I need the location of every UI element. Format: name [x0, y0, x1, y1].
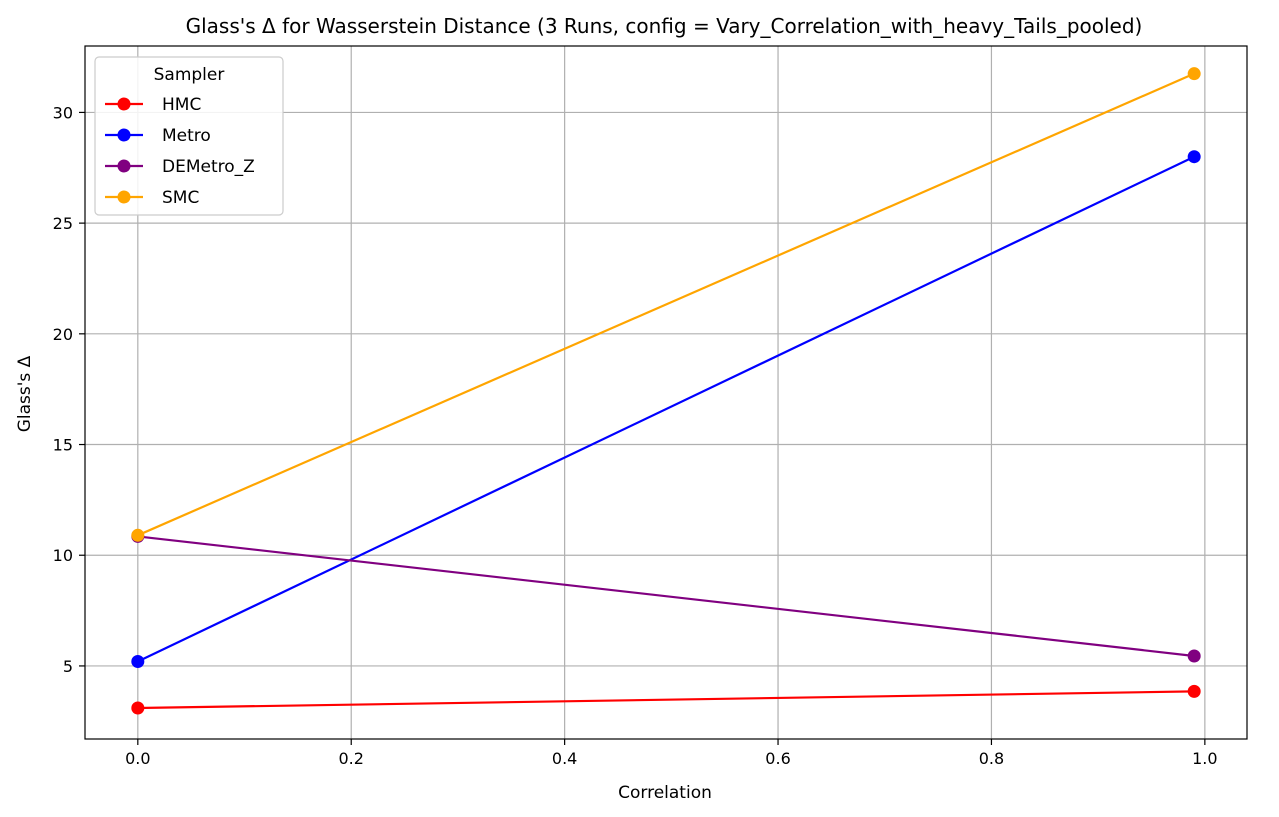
legend-box [94, 56, 284, 216]
series-line-metro [137, 155, 1195, 663]
x-tick-label: 0.2 [338, 749, 363, 768]
legend: Sampler HMC Metro DEMetro_Z SMC [94, 56, 284, 216]
series-line-hmc [137, 690, 1195, 710]
legend-swatch-marker [117, 159, 131, 173]
y-tick-label: 20 [53, 325, 73, 344]
legend-item-smc: SMC [105, 188, 199, 208]
y-tick-label: 30 [53, 103, 73, 122]
plot-frame [84, 45, 1248, 740]
x-tick-label: 0.0 [125, 749, 150, 768]
y-tick-label: 15 [53, 436, 73, 455]
legend-label: HMC [162, 95, 201, 115]
series-layer [131, 67, 1201, 715]
series-smc [131, 67, 1201, 542]
y-axis-label: Glass's Δ [15, 355, 35, 432]
legend-item-metro: Metro [105, 126, 211, 146]
data-point-smc [131, 528, 145, 542]
y-axis: 5 10 15 20 25 30 [53, 103, 85, 676]
y-tick-label: 5 [63, 657, 73, 676]
x-tick-label: 0.4 [552, 749, 577, 768]
data-point-hmc [131, 701, 145, 715]
data-point-smc [1187, 67, 1201, 81]
legend-label: DEMetro_Z [162, 157, 255, 177]
chart-title: Glass's Δ for Wasserstein Distance (3 Ru… [186, 14, 1143, 38]
x-axis: 0.0 0.2 0.4 0.6 0.8 1.0 [125, 739, 1218, 768]
x-tick-label: 1.0 [1192, 749, 1217, 768]
legend-item-demetro-z: DEMetro_Z [105, 157, 255, 177]
series-line-demetro-z [137, 535, 1195, 658]
series-hmc [131, 684, 1201, 715]
y-tick-label: 25 [53, 214, 73, 233]
data-point-metro [131, 655, 145, 669]
legend-swatch-marker [117, 128, 131, 142]
legend-swatch-marker [117, 97, 131, 111]
y-tick-label: 10 [53, 546, 73, 565]
series-demetro-z [131, 529, 1201, 663]
data-point-demetro-z [1187, 649, 1201, 663]
legend-item-hmc: HMC [105, 95, 201, 115]
x-tick-label: 0.8 [979, 749, 1004, 768]
data-point-metro [1187, 150, 1201, 164]
legend-title: Sampler [154, 65, 225, 85]
x-tick-label: 0.6 [765, 749, 790, 768]
x-axis-label: Correlation [618, 783, 712, 803]
data-point-hmc [1187, 684, 1201, 698]
legend-label: Metro [162, 126, 211, 146]
legend-swatch-marker [117, 190, 131, 204]
legend-label: SMC [162, 188, 199, 208]
series-line-smc [137, 72, 1195, 537]
series-metro [131, 150, 1201, 669]
